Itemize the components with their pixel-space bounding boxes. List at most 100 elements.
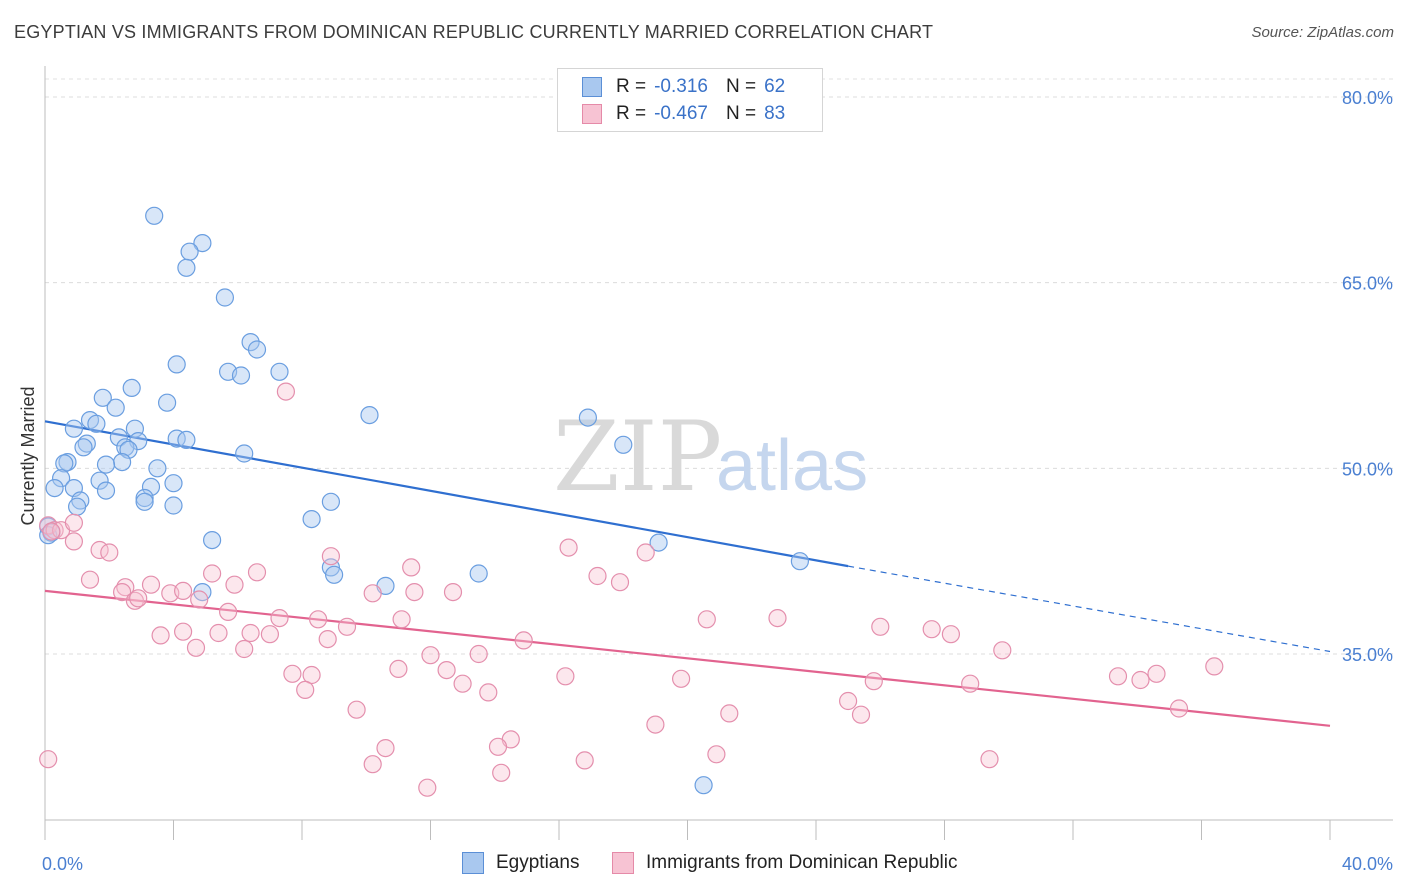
dominican-point — [720, 704, 739, 723]
dominican-point — [1147, 664, 1166, 683]
egyptian-point — [74, 438, 93, 457]
egyptian-point — [231, 366, 251, 385]
dominican-point — [337, 617, 357, 636]
dominican-point — [376, 738, 395, 758]
legend-item-dominican[interactable]: Immigrants from Dominican Republic — [612, 852, 958, 874]
egyptian-point — [203, 530, 222, 550]
egyptian-point — [90, 471, 109, 490]
dominican-point — [421, 646, 440, 665]
egyptian-point — [167, 429, 186, 448]
dominican-point — [402, 558, 421, 577]
egyptian-point — [193, 234, 212, 253]
egyptian-point — [55, 454, 74, 473]
dominican-point — [1205, 657, 1224, 676]
dominican-point — [309, 610, 328, 629]
dominican-point — [174, 581, 193, 601]
egyptian-point — [135, 488, 154, 508]
dominican-point — [488, 737, 508, 756]
dominican-point — [64, 532, 84, 551]
egyptian-point — [241, 333, 260, 352]
y-tick-label: 80.0% — [1342, 88, 1393, 108]
dominican-point — [260, 625, 279, 644]
legend-r-label: R = — [616, 103, 647, 124]
grid-lines — [45, 78, 1393, 655]
dominican-point — [469, 644, 488, 664]
dominican-point — [116, 578, 135, 597]
legend-item-egyptians[interactable]: Egyptians — [462, 852, 579, 874]
dominican-point — [39, 750, 58, 769]
dominican-point — [321, 547, 340, 566]
series-legend: Egyptians Immigrants from Dominican Repu… — [0, 852, 1406, 878]
legend-swatch-egyptians — [462, 852, 484, 874]
egyptian-trend-extension — [848, 565, 1331, 653]
dominican-point — [125, 591, 144, 610]
egyptian-point — [148, 459, 167, 478]
trend-lines — [44, 420, 1331, 727]
egyptian-point — [87, 414, 106, 433]
dominican-point — [671, 669, 691, 688]
dominican-point — [389, 659, 408, 679]
egyptian-point — [270, 362, 289, 381]
dominican-point — [453, 674, 472, 693]
legend-n-label: N = — [725, 103, 757, 124]
egyptian-point — [64, 419, 84, 438]
egyptian-point — [112, 453, 132, 472]
legend-r-value: -0.316 — [654, 76, 708, 97]
egyptian-point — [116, 438, 135, 457]
axes — [44, 66, 1393, 840]
dominican-point — [864, 672, 883, 691]
dominican-trend-line — [44, 589, 1331, 727]
dominican-point — [1131, 670, 1150, 690]
dominican-point — [318, 629, 337, 649]
x-tick-label: 40.0% — [1342, 854, 1393, 874]
legend-row-egyptians: R = -0.316 N = 62 — [582, 74, 785, 100]
dominican-point — [392, 610, 411, 629]
egyptian-point — [67, 497, 87, 516]
tick-labels: 80.0% 65.0% 50.0% 35.0% 0.0% 40.0% — [42, 88, 1393, 874]
legend-row-dominican: R = -0.467 N = 83 — [582, 101, 785, 127]
dominican-point — [283, 664, 302, 683]
dominican-point — [276, 382, 295, 401]
chart-title: EGYPTIAN VS IMMIGRANTS FROM DOMINICAN RE… — [14, 22, 934, 42]
dominican-point — [941, 625, 961, 644]
egyptian-point — [578, 408, 598, 427]
egyptian-point — [247, 340, 267, 359]
legend-r-label: R = — [616, 76, 647, 97]
dominican-point — [514, 631, 533, 650]
egyptian-point — [93, 388, 112, 407]
dominican-point — [405, 582, 424, 602]
dominican-point — [219, 602, 238, 622]
dominican-point — [479, 683, 498, 702]
dominican-point — [186, 638, 206, 657]
dominican-point — [363, 755, 382, 774]
dominican-point — [225, 575, 244, 594]
dominican-point — [993, 641, 1012, 660]
watermark: ZIP atlas — [553, 401, 868, 513]
dominican-point — [418, 778, 437, 797]
legend-label-egyptians: Egyptians — [496, 852, 580, 873]
egyptian-point — [321, 492, 340, 511]
egyptian-point — [649, 533, 668, 552]
dominican-point — [980, 750, 999, 769]
egyptian-point — [96, 481, 116, 500]
x-tick-label: 0.0% — [42, 854, 83, 874]
dominican-point — [492, 763, 511, 782]
dominican-point — [80, 570, 100, 589]
legend-n-value: 62 — [764, 76, 786, 97]
dominican-point — [1169, 699, 1189, 718]
egyptian-point — [158, 393, 177, 412]
egyptian-point — [122, 378, 141, 397]
source-label: Source: ZipAtlas.com — [1251, 24, 1394, 41]
egyptian-point — [164, 496, 183, 515]
dominican-point — [575, 751, 594, 770]
y-tick-label: 50.0% — [1342, 459, 1393, 479]
egyptian-point — [45, 479, 64, 498]
dominican-point — [296, 680, 315, 700]
y-tick-label: 65.0% — [1342, 274, 1393, 294]
dominican-point — [42, 522, 61, 541]
dominican-point — [247, 563, 267, 582]
legend-swatch-dominican — [612, 852, 634, 874]
egyptian-point — [51, 469, 71, 488]
watermark-atlas: atlas — [716, 426, 868, 506]
legend-swatch-egyptians — [582, 77, 602, 97]
